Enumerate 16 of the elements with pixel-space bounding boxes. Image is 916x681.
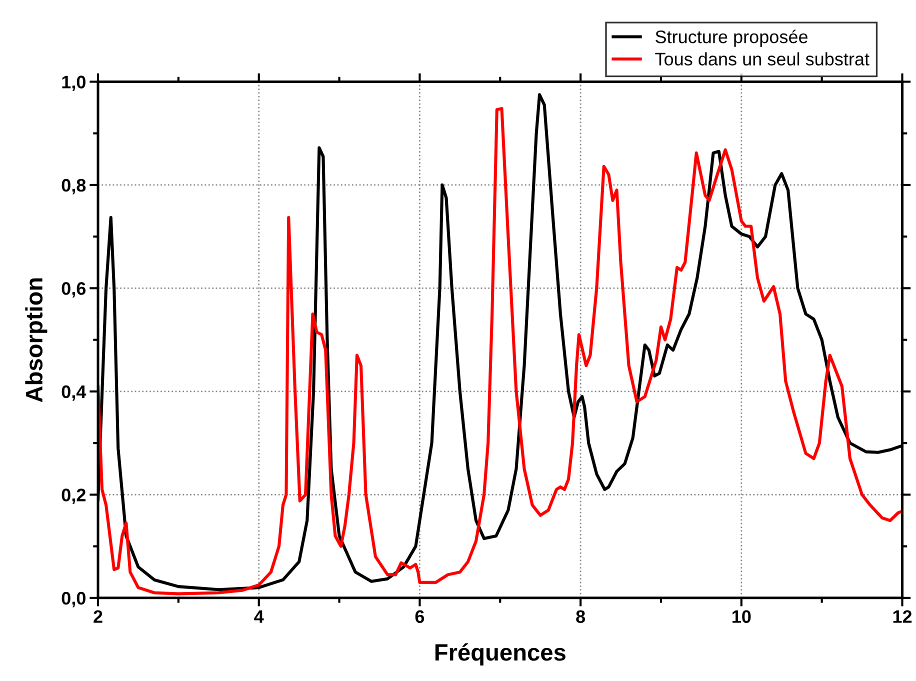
y-tick-label: 0,2 (62, 488, 86, 504)
x-axis-title: Fréquences (435, 643, 566, 666)
y-tick-label: 0,4 (62, 385, 86, 401)
x-tick-label: 8 (576, 610, 586, 623)
legend-label: Structure proposée (656, 30, 808, 47)
legend-label: Tous dans un seul substrat (655, 52, 870, 66)
x-tick-label: 10 (732, 610, 751, 623)
y-tick-label: 0,0 (62, 592, 86, 608)
y-tick-label: 0,8 (62, 178, 86, 194)
y-axis-title: Absorption (25, 278, 48, 402)
x-tick-label: 6 (415, 610, 424, 623)
y-tick-label: 0,6 (62, 282, 86, 298)
y-tick-label: 1,0 (62, 76, 86, 92)
x-tick-label: 2 (94, 610, 102, 623)
x-tick-label: 4 (254, 610, 264, 623)
x-tick-label: 12 (893, 610, 912, 623)
